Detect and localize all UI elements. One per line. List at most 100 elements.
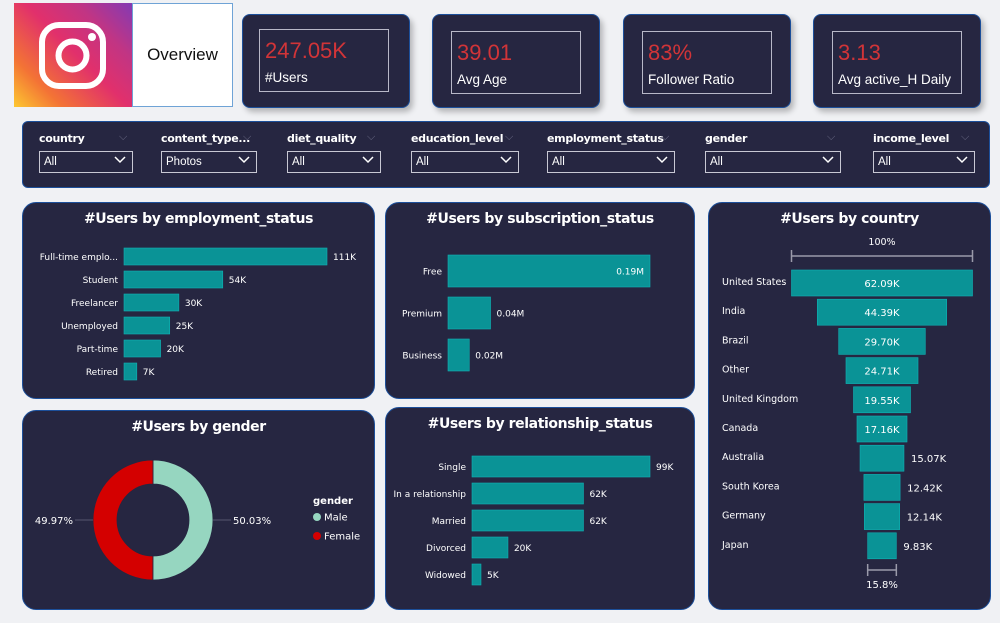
kpi-label: #Users <box>265 70 308 85</box>
slicer-value: All <box>292 156 305 168</box>
bar[interactable] <box>123 293 180 312</box>
funnel-bar[interactable] <box>853 386 911 414</box>
funnel-bar[interactable] <box>863 474 901 501</box>
slicer-dropdown-content-type[interactable]: Photos <box>161 151 257 173</box>
data-label: 30K <box>185 299 203 309</box>
country-label: Germany <box>722 511 766 522</box>
country-label: India <box>722 306 745 317</box>
funnel-value-label: 29.70K <box>864 337 900 348</box>
bar[interactable] <box>447 338 470 372</box>
bar[interactable] <box>471 509 584 532</box>
data-label: 20K <box>514 544 532 554</box>
funnel-bar[interactable] <box>838 328 926 355</box>
slicer-collapse-chevron-icon[interactable]: ⌵ <box>119 130 128 143</box>
chart-subscription-status: #Users by subscription_status Free 0.19M P… <box>385 202 695 399</box>
slicer-collapse-chevron-icon[interactable]: ⌵ <box>961 130 970 143</box>
bar[interactable] <box>471 536 509 559</box>
bar[interactable] <box>471 563 482 586</box>
slicer-value: All <box>878 156 891 168</box>
kpi-card-avg-active-hours: 3.13 Avg active_H Daily <box>813 14 981 108</box>
bar[interactable] <box>123 247 328 266</box>
funnel-value-label: 12.14K <box>907 513 943 524</box>
funnel-bar[interactable] <box>864 503 900 530</box>
country-funnel-chart: 100% United States 62.09K India 44.39K Brazil… <box>721 237 974 591</box>
category-label: Premium <box>402 310 442 320</box>
slicer-collapse-chevron-icon[interactable]: ⌵ <box>827 130 836 143</box>
funnel-value-label: 15.07K <box>911 454 947 465</box>
chart-employment-status: #Users by employment_status Full-time em… <box>22 202 375 399</box>
slicer-collapse-chevron-icon[interactable]: ⌵ <box>367 130 376 143</box>
bar[interactable] <box>447 254 651 288</box>
bar[interactable] <box>123 270 224 289</box>
country-label: United States <box>722 277 786 288</box>
funnel-bar[interactable] <box>867 532 897 560</box>
page-title: Overview <box>132 3 233 107</box>
country-label: Brazil <box>722 335 749 346</box>
category-label: Free <box>423 268 443 278</box>
chevron-down-icon <box>362 156 374 164</box>
legend-item-female[interactable]: Female <box>324 532 360 543</box>
employment-bar-chart: Full-time emplo... 111K Student 54K Freelanc… <box>40 247 357 381</box>
bar[interactable] <box>471 455 651 478</box>
funnel-value-label: 9.83K <box>903 542 932 553</box>
category-label: Full-time emplo... <box>40 253 118 263</box>
slicer-dropdown-diet-quality[interactable]: All <box>287 151 381 173</box>
bar[interactable] <box>471 482 584 505</box>
funnel-bar[interactable] <box>845 357 919 384</box>
slicer-label: employment_status <box>547 132 664 145</box>
funnel-value-label: 19.55K <box>864 396 900 407</box>
slicer-dropdown-employment-status[interactable]: All <box>547 151 675 173</box>
chevron-down-icon <box>500 156 512 164</box>
funnel-bar[interactable] <box>856 415 908 443</box>
funnel-bar[interactable] <box>816 298 948 326</box>
data-label: 62K <box>589 490 607 500</box>
slicer-label: gender <box>705 132 748 145</box>
funnel-value-label: 62.09K <box>864 279 900 290</box>
funnel-bar[interactable] <box>859 444 905 472</box>
category-label: Single <box>438 463 466 473</box>
kpi-value: 247.05K <box>265 38 347 63</box>
bar[interactable] <box>447 296 491 330</box>
data-label: 111K <box>333 253 357 263</box>
filter-bar: country ⌵ All content_type... ⌵ Photos diet_qu… <box>22 121 990 188</box>
data-label: 99K <box>656 463 674 473</box>
donut-slice-male[interactable] <box>152 459 214 581</box>
slicer-collapse-chevron-icon[interactable]: ⌵ <box>661 130 670 143</box>
slicer-dropdown-income-level[interactable]: All <box>873 151 975 173</box>
legend-item-male[interactable]: Male <box>324 513 348 524</box>
data-label: 25K <box>176 322 194 332</box>
funnel-bar[interactable] <box>791 269 973 297</box>
slicer-label: income_level <box>873 132 950 145</box>
chart-title: #Users by relationship_status <box>427 416 653 432</box>
bar[interactable] <box>123 339 161 358</box>
kpi-box: 39.01 Avg Age <box>451 31 581 94</box>
chevron-down-icon <box>656 156 668 164</box>
instagram-logo <box>14 3 132 107</box>
slicer-value: All <box>416 156 429 168</box>
chart-title: #Users by subscription_status <box>426 211 654 227</box>
kpi-label: Follower Ratio <box>648 72 735 87</box>
slicer-dropdown-gender[interactable]: All <box>705 151 841 173</box>
slicer-value: All <box>710 156 723 168</box>
slicer-dropdown-education-level[interactable]: All <box>411 151 519 173</box>
category-label: Divorced <box>426 544 466 554</box>
kpi-box: 3.13 Avg active_H Daily <box>832 31 962 94</box>
country-label: Australia <box>722 452 764 463</box>
bar[interactable] <box>123 316 171 335</box>
slicer-dropdown-country[interactable]: All <box>39 151 133 173</box>
chart-title: #Users by gender <box>131 419 266 435</box>
data-label: 5K <box>487 571 500 581</box>
kpi-card-users: 247.05K #Users <box>242 14 410 108</box>
donut-slice-female[interactable] <box>92 459 154 581</box>
slicer-collapse-chevron-icon[interactable]: ⌵ <box>243 130 252 143</box>
category-label: Part-time <box>77 345 119 355</box>
chevron-down-icon <box>238 156 250 164</box>
funnel-value-label: 12.42K <box>907 483 943 494</box>
bar[interactable] <box>123 362 138 381</box>
relationship-bar-chart: Single 99K In a relationship 62K Married 62K D… <box>394 455 674 586</box>
country-label: South Korea <box>722 481 780 492</box>
kpi-label: Avg active_H Daily <box>838 72 952 87</box>
chart-title: #Users by employment_status <box>83 211 314 227</box>
kpi-value: 39.01 <box>457 40 513 65</box>
slicer-collapse-chevron-icon[interactable]: ⌵ <box>505 130 514 143</box>
